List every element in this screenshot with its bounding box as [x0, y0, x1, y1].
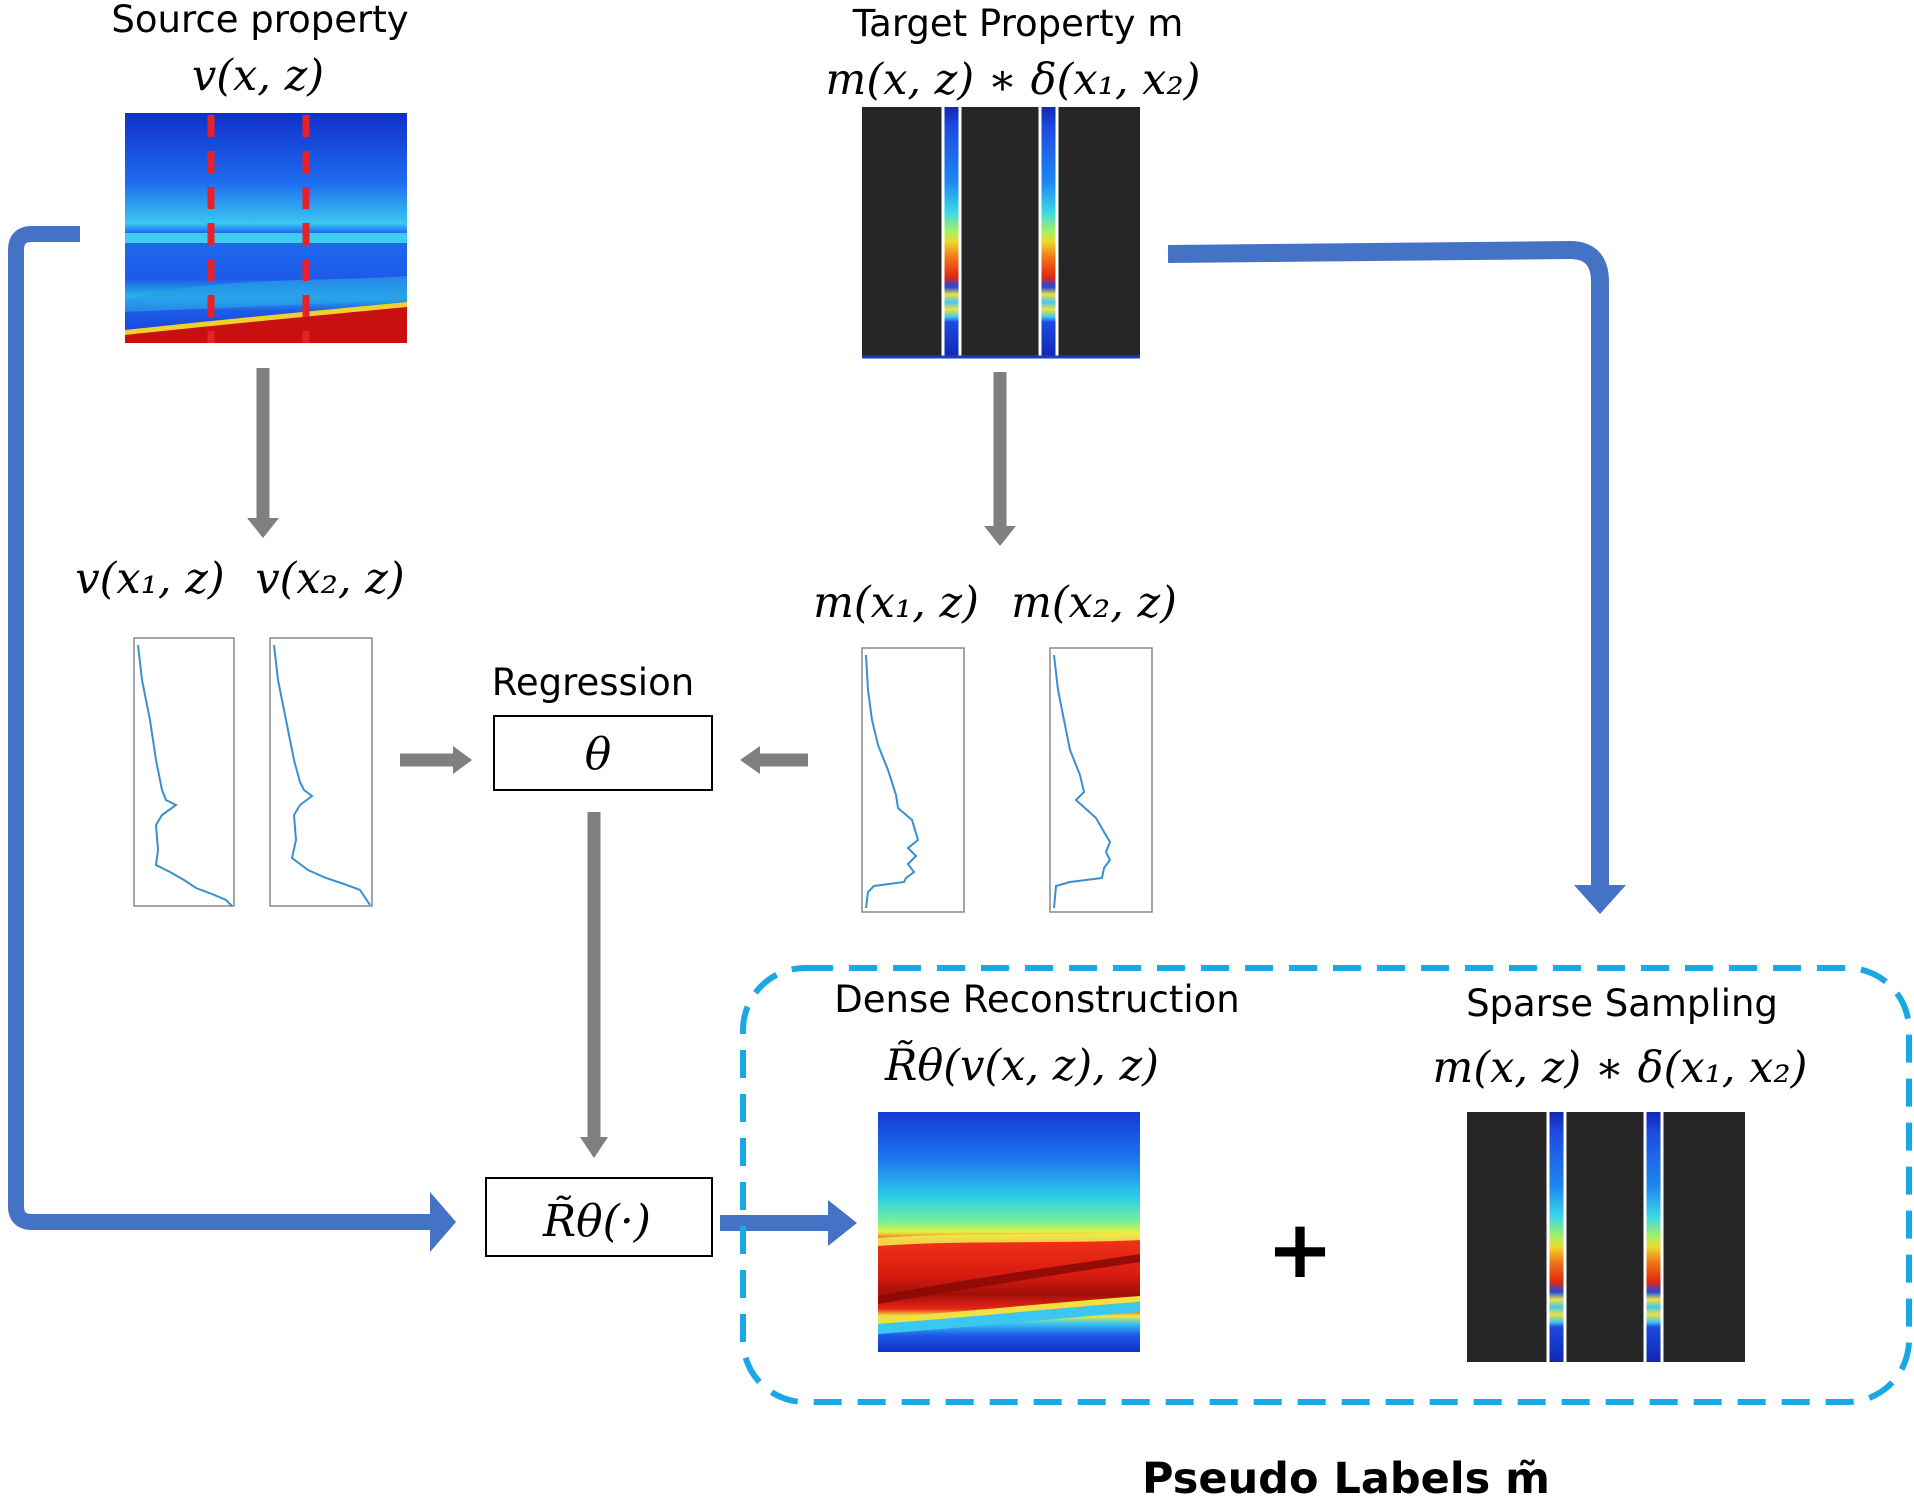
theta-box: [493, 715, 713, 791]
sparse-title: Sparse Sampling: [1466, 982, 1778, 1025]
pseudo-labels-group: [740, 965, 1912, 1405]
arrow-theta-to-r-head: [580, 1137, 608, 1158]
source-title: Source property: [111, 0, 408, 41]
dense-formula: R̃θ(v(x, z), z): [884, 1040, 1159, 1091]
arrow-source-down-head: [247, 518, 279, 538]
arrow-source-to-r: [8, 226, 432, 1230]
arrow-target-to-sparse-head: [1574, 885, 1626, 914]
regression-title: Regression: [492, 661, 694, 704]
dense-title: Dense Reconstruction: [834, 978, 1239, 1021]
sparse-formula: m(x, z) ∗ δ(x₁, x₂): [1433, 1043, 1808, 1093]
arrow-source-to-r-head: [430, 1192, 456, 1252]
m-profile-x1: [861, 647, 965, 913]
v-x1-label: v(x₁, z): [75, 554, 224, 604]
theta-symbol: θ: [585, 729, 612, 780]
target-property-image: [862, 107, 1140, 359]
m-profile-x2: [1049, 647, 1153, 913]
target-formula: m(x, z) ∗ δ(x₁, x₂): [826, 55, 1201, 105]
dense-reconstruction-image: [878, 1112, 1140, 1352]
v-profile-x2: [269, 637, 373, 907]
v-profile-x1: [133, 637, 235, 907]
v-x2-label: v(x₂, z): [255, 554, 404, 604]
arrow-r-to-dense-head: [828, 1200, 857, 1246]
target-title: Target Property m: [852, 2, 1184, 45]
m-x1-label: m(x₁, z): [813, 578, 979, 628]
r-operator-box: [485, 1177, 713, 1257]
source-property-image: [125, 113, 407, 343]
arrow-v-to-theta-head: [453, 746, 472, 774]
pseudo-labels-caption: Pseudo Labels m̃: [1142, 1454, 1550, 1496]
plus-sign: +: [1266, 1203, 1333, 1296]
sparse-sampling-image: [1467, 1112, 1745, 1362]
m-x2-label: m(x₂, z): [1011, 578, 1177, 628]
r-operator-label: R̃θ(·): [542, 1194, 651, 1247]
source-formula: v(x, z): [192, 51, 324, 101]
arrow-m-to-theta-head: [740, 746, 760, 774]
arrow-target-to-sparse: [1167, 241, 1609, 885]
arrow-target-down-head: [984, 526, 1016, 546]
